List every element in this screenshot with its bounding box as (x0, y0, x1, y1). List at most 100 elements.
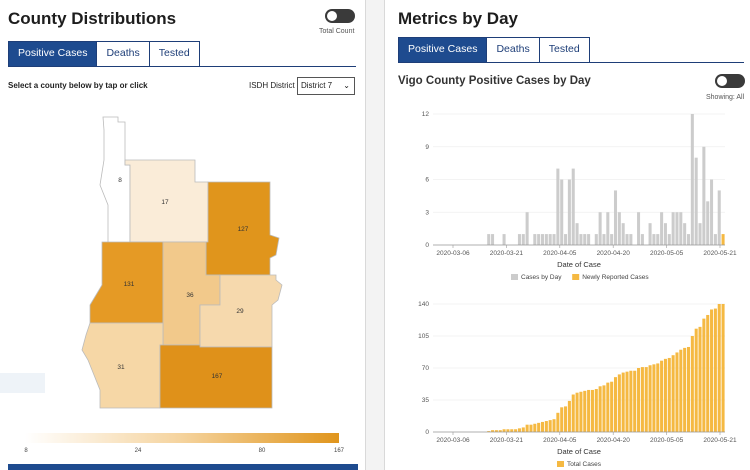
bar (629, 370, 633, 432)
bar (710, 309, 714, 432)
bar (564, 234, 568, 245)
bar (517, 234, 521, 245)
bar (690, 336, 694, 432)
bar (679, 212, 683, 245)
bar (637, 368, 641, 432)
showing-all-toggle[interactable] (715, 74, 745, 88)
x-tick-label: 2020-03-21 (490, 250, 524, 257)
bar (694, 328, 698, 432)
bar (667, 357, 671, 432)
district-label: ISDH District (249, 81, 295, 90)
y-tick-label: 3 (425, 209, 429, 216)
x-tick-label: 2020-04-20 (597, 250, 631, 257)
bar (710, 179, 714, 245)
legend-label: Newly Reported Cases (582, 274, 649, 281)
bar (602, 385, 606, 432)
bar (510, 429, 514, 432)
bar (594, 389, 598, 432)
bar (564, 406, 568, 432)
bar (610, 234, 614, 245)
x-tick-label: 2020-03-06 (436, 437, 470, 444)
bar (698, 223, 702, 245)
bar (567, 179, 571, 245)
x-axis-label: Date of Case (557, 260, 601, 269)
bar (487, 431, 491, 432)
bar (560, 179, 564, 245)
panel-title: County Distributions (8, 9, 177, 28)
county-label: 8 (118, 177, 122, 184)
county-distributions-panel: County Distributions Total Count Positiv… (0, 0, 366, 470)
bar (702, 146, 706, 245)
total-count-toggle[interactable] (325, 9, 355, 23)
bar (617, 374, 621, 432)
bar (544, 234, 548, 245)
bar (594, 234, 598, 245)
county-greene[interactable] (159, 344, 273, 409)
bar (613, 377, 618, 432)
y-tick-label: 0 (425, 429, 429, 436)
bar (621, 372, 625, 432)
x-tick-label: 2020-03-06 (436, 250, 470, 257)
bar (671, 212, 675, 245)
bar (663, 223, 667, 245)
x-tick-label: 2020-05-05 (650, 437, 684, 444)
bar (717, 304, 721, 432)
bar (521, 234, 525, 245)
legend-gradient (25, 433, 339, 443)
bar (652, 364, 656, 432)
bar (537, 234, 541, 245)
bar (617, 212, 621, 245)
x-axis-label: Date of Case (557, 447, 601, 456)
bar (671, 355, 675, 432)
district-select[interactable]: District 7 ⌄ (297, 77, 355, 95)
tab-deaths[interactable]: Deaths (486, 37, 540, 62)
bar (721, 234, 725, 245)
legend-swatch (511, 274, 518, 280)
bar (602, 234, 606, 245)
bar (548, 420, 552, 432)
bar (587, 234, 591, 245)
district-select-value: District 7 (301, 81, 333, 90)
tab-deaths[interactable]: Deaths (96, 41, 150, 66)
legend-swatch (557, 461, 564, 467)
tab-positive-cases[interactable]: Positive Cases (8, 41, 98, 66)
bottom-bar (8, 464, 358, 470)
bar (491, 234, 495, 245)
bar (610, 381, 614, 432)
county-sullivan[interactable] (81, 322, 164, 409)
bar (675, 212, 679, 245)
county-label: 29 (236, 308, 244, 315)
county-putnam[interactable] (205, 181, 280, 276)
bar (506, 429, 510, 432)
y-tick-label: 0 (425, 242, 429, 249)
bar (587, 389, 591, 432)
bar (706, 201, 710, 245)
bar (487, 234, 491, 245)
bar (698, 326, 702, 432)
tab-tested[interactable]: Tested (538, 37, 590, 62)
bar (502, 429, 506, 432)
bar (606, 382, 610, 432)
bar (648, 223, 652, 245)
bar (683, 347, 687, 432)
county-owen[interactable] (199, 274, 283, 348)
x-tick-label: 2020-05-05 (650, 250, 684, 257)
bar (525, 212, 529, 245)
bar (721, 304, 725, 432)
county-label: 131 (124, 281, 135, 288)
bar (517, 428, 521, 432)
total-cases-chart: 0 35 70 105 140 2020-03-06 2020-03-21 2020-04-0… (418, 301, 737, 468)
legend-label: Cases by Day (521, 274, 562, 281)
county-label: 31 (117, 364, 125, 371)
bar (713, 234, 717, 245)
county-vermillion[interactable] (99, 116, 131, 246)
bar (660, 212, 664, 245)
bar (717, 190, 721, 245)
bar (656, 363, 660, 432)
tab-tested[interactable]: Tested (148, 41, 200, 66)
x-tick-label: 2020-05-21 (703, 437, 737, 444)
bar (598, 212, 602, 245)
x-tick-label: 2020-04-05 (543, 437, 577, 444)
bar (529, 424, 533, 432)
tab-positive-cases[interactable]: Positive Cases (398, 37, 488, 62)
